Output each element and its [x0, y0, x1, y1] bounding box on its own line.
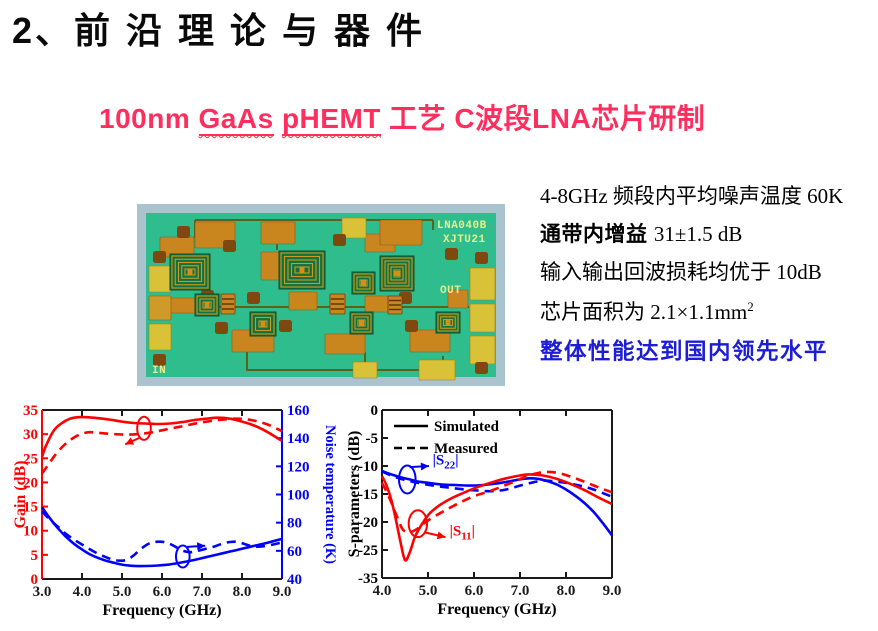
- svg-text:120: 120: [287, 459, 310, 475]
- svg-text:35: 35: [23, 403, 38, 419]
- svg-text:Gain (dB): Gain (dB): [12, 460, 29, 528]
- chip-label-out: OUT: [440, 285, 461, 297]
- svg-text:4.0: 4.0: [373, 583, 392, 599]
- slide-subtitle: 100nm GaAs pHEMT 工艺 C波段LNA芯片研制: [99, 97, 705, 137]
- svg-text:-10: -10: [358, 459, 378, 475]
- svg-text:|S22|: |S22|: [433, 452, 459, 471]
- spec-list: 4-8GHz 频段内平均噪声温度 60K 通带内增益 31±1.5 dB 输入输…: [540, 184, 878, 378]
- svg-text:140: 140: [287, 431, 310, 447]
- svg-text:30: 30: [23, 427, 38, 443]
- svg-text:8.0: 8.0: [557, 583, 576, 599]
- svg-text:5: 5: [31, 548, 39, 564]
- subtitle-part-underlined: pHEMT: [281, 103, 381, 136]
- svg-text:7.0: 7.0: [193, 584, 212, 600]
- svg-text:-15: -15: [358, 487, 378, 503]
- gain-and-noise-temperature-svg: 3.0 4.0 5.0 6.0 7.0 8.0 9.0 0 5 10 15 20 25 30 35 40 60 8…: [12, 403, 338, 619]
- chip-label-code: XJTU21: [443, 234, 486, 246]
- svg-text:5.0: 5.0: [113, 584, 132, 600]
- spec-text: 通带内增益: [540, 223, 654, 247]
- svg-text:100: 100: [287, 488, 310, 504]
- svg-text:60: 60: [287, 544, 302, 560]
- svg-text:8.0: 8.0: [233, 584, 252, 600]
- spec-line-gain: 通带内增益 31±1.5 dB: [540, 222, 878, 247]
- svg-text:S-parameters (dB): S-parameters (dB): [346, 431, 363, 558]
- chip-label-name: LNA040B: [437, 220, 487, 232]
- svg-text:9.0: 9.0: [603, 583, 622, 599]
- spec-line-noise: 4-8GHz 频段内平均噪声温度 60K: [540, 184, 878, 209]
- svg-text:3.0: 3.0: [33, 584, 52, 600]
- spec-line-return-loss: 输入输出回波损耗均优于 10dB: [540, 260, 878, 285]
- svg-text:9.0: 9.0: [273, 584, 292, 600]
- svg-text:25: 25: [23, 451, 38, 467]
- spec-line-area: 芯片面积为 2.1×1.1mm2: [540, 299, 878, 325]
- svg-text:-25: -25: [358, 543, 378, 559]
- svg-text:0: 0: [371, 403, 379, 419]
- svg-text:5.0: 5.0: [419, 583, 438, 599]
- chip-photo: LNA040B XJTU21 OUT IN: [137, 204, 505, 386]
- svg-text:6.0: 6.0: [153, 584, 172, 600]
- svg-text:80: 80: [287, 516, 302, 532]
- spec-text: 输入输出回波损耗均优于 10dB: [540, 260, 822, 285]
- chip-micrograph-svg: LNA040B XJTU21 OUT IN: [137, 204, 505, 386]
- svg-text:7.0: 7.0: [511, 583, 530, 599]
- svg-text:-20: -20: [358, 515, 378, 531]
- svg-text:Noise temperature (K): Noise temperature (K): [322, 425, 336, 564]
- subtitle-part-underlined: GaAs: [198, 103, 274, 136]
- svg-text:4.0: 4.0: [73, 584, 92, 600]
- svg-text:Simulated: Simulated: [434, 419, 500, 435]
- chip-label-in: IN: [152, 365, 166, 377]
- gain-noise-chart: 3.0 4.0 5.0 6.0 7.0 8.0 9.0 0 5 10 15 20 25 30 35 40 60 8…: [12, 398, 338, 631]
- spec-value: 31±1.5 dB: [653, 222, 743, 247]
- svg-text:10: 10: [23, 524, 38, 540]
- svg-text:15: 15: [23, 500, 38, 516]
- spec-highlight: 整体性能达到国内领先水平: [540, 338, 878, 365]
- spec-superscript: 2: [747, 298, 754, 314]
- svg-text:Frequency (GHz): Frequency (GHz): [102, 602, 221, 619]
- svg-text:6.0: 6.0: [465, 583, 484, 599]
- svg-text:20: 20: [23, 475, 38, 491]
- svg-text:160: 160: [287, 403, 310, 419]
- spec-text: 芯片面积为 2.1×1.1mm: [540, 299, 748, 324]
- svg-text:Measured: Measured: [434, 441, 499, 457]
- spec-text: 4-8GHz 频段内平均噪声温度 60K: [540, 184, 844, 208]
- svg-text:Frequency (GHz): Frequency (GHz): [437, 601, 556, 618]
- page-title: 2、前 沿 理 论 与 器 件: [12, 10, 426, 51]
- spec-text: 整体性能达到国内领先水平: [540, 338, 829, 364]
- subtitle-part: [274, 103, 282, 134]
- svg-text:0: 0: [31, 572, 39, 588]
- chip-components: [148, 217, 496, 381]
- s-parameters-svg: 4.0 5.0 6.0 7.0 8.0 9.0 0 -5 -10 -15 -20 -25 -35 Freq…: [346, 403, 622, 618]
- subtitle-part: 工艺 C波段LNA芯片研制: [380, 103, 706, 134]
- subtitle-part: 100nm: [99, 103, 199, 134]
- svg-text:40: 40: [287, 572, 302, 588]
- svg-text:-35: -35: [358, 571, 378, 587]
- svg-text:-5: -5: [366, 431, 379, 447]
- s-parameters-chart: 4.0 5.0 6.0 7.0 8.0 9.0 0 -5 -10 -15 -20 -25 -35 Freq…: [346, 398, 644, 631]
- svg-text:|S11|: |S11|: [450, 523, 475, 542]
